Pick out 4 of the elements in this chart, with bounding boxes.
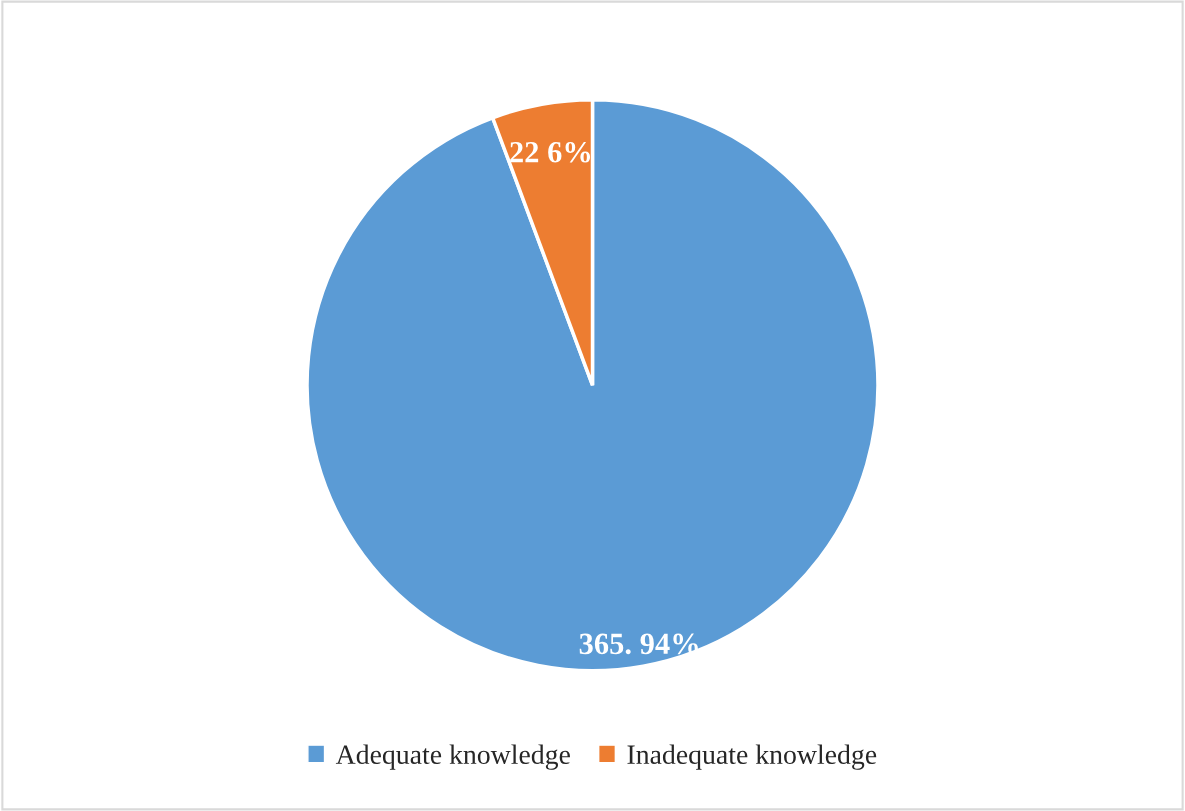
legend-label: Adequate knowledge <box>335 744 570 770</box>
data-label: 365. 94% <box>579 633 698 655</box>
data-label: 22 6% <box>510 141 591 163</box>
legend-label: Inadequate knowledge <box>627 744 877 770</box>
